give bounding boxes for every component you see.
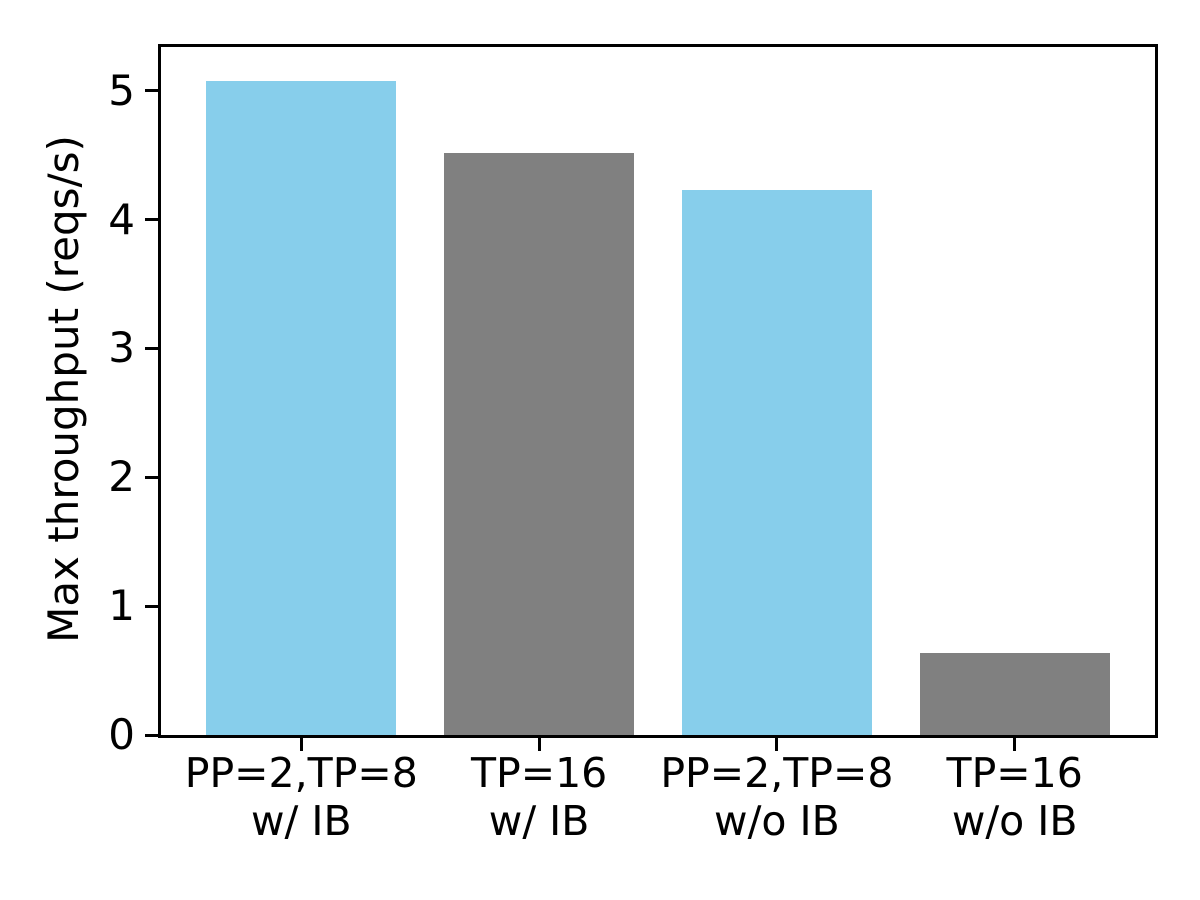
x-tick-mark: [1013, 738, 1017, 751]
x-tick-label-line2: w/ IB: [488, 797, 590, 846]
y-tick-label: 0: [108, 710, 135, 759]
y-tick-label: 1: [108, 581, 135, 631]
x-tick-label-line1: PP=2,TP=8: [184, 749, 418, 797]
x-tick-label-line2: w/o IB: [951, 797, 1078, 846]
x-tick-label: PP=2,TP=8 w/o IB: [660, 749, 893, 846]
plot-area: PP=2,TP=8 w/ IB TP=16 w/ IB PP=2,TP=8 w/o IB T…: [108, 44, 1158, 845]
x-tick-label: TP=16 w/ IB: [471, 749, 607, 846]
bar: [919, 652, 1110, 735]
x-tick-label: TP=16 w/o IB: [947, 749, 1083, 846]
y-tick-mark: [145, 604, 158, 608]
y-axis-label: Max throughput (reqs/s): [39, 135, 88, 643]
y-tick-label: 3: [108, 323, 135, 373]
y-tick-mark: [145, 475, 158, 479]
x-tick-label-line1: TP=16: [946, 749, 1083, 797]
y-tick-label: 4: [108, 194, 135, 244]
y-tick-label: 2: [108, 452, 135, 502]
x-tick-label: PP=2,TP=8 w/ IB: [185, 749, 418, 846]
y-tick-mark: [145, 733, 158, 737]
y-tick-mark: [145, 89, 158, 93]
y-tick-label: 5: [108, 65, 135, 115]
x-tick-label-line1: PP=2,TP=8: [660, 749, 894, 797]
bar: [681, 190, 872, 735]
x-tick-mark: [299, 738, 303, 751]
bar: [443, 152, 635, 735]
y-tick-mark: [145, 218, 158, 222]
y-tick-mark: [145, 346, 158, 350]
x-tick-mark: [537, 738, 541, 751]
x-tick-label-line2: w/o IB: [714, 797, 840, 846]
bar: [206, 80, 397, 735]
x-tick-label-line1: TP=16: [470, 749, 608, 797]
x-tick-mark: [775, 738, 779, 751]
x-tick-label-line2: w/ IB: [250, 797, 352, 846]
